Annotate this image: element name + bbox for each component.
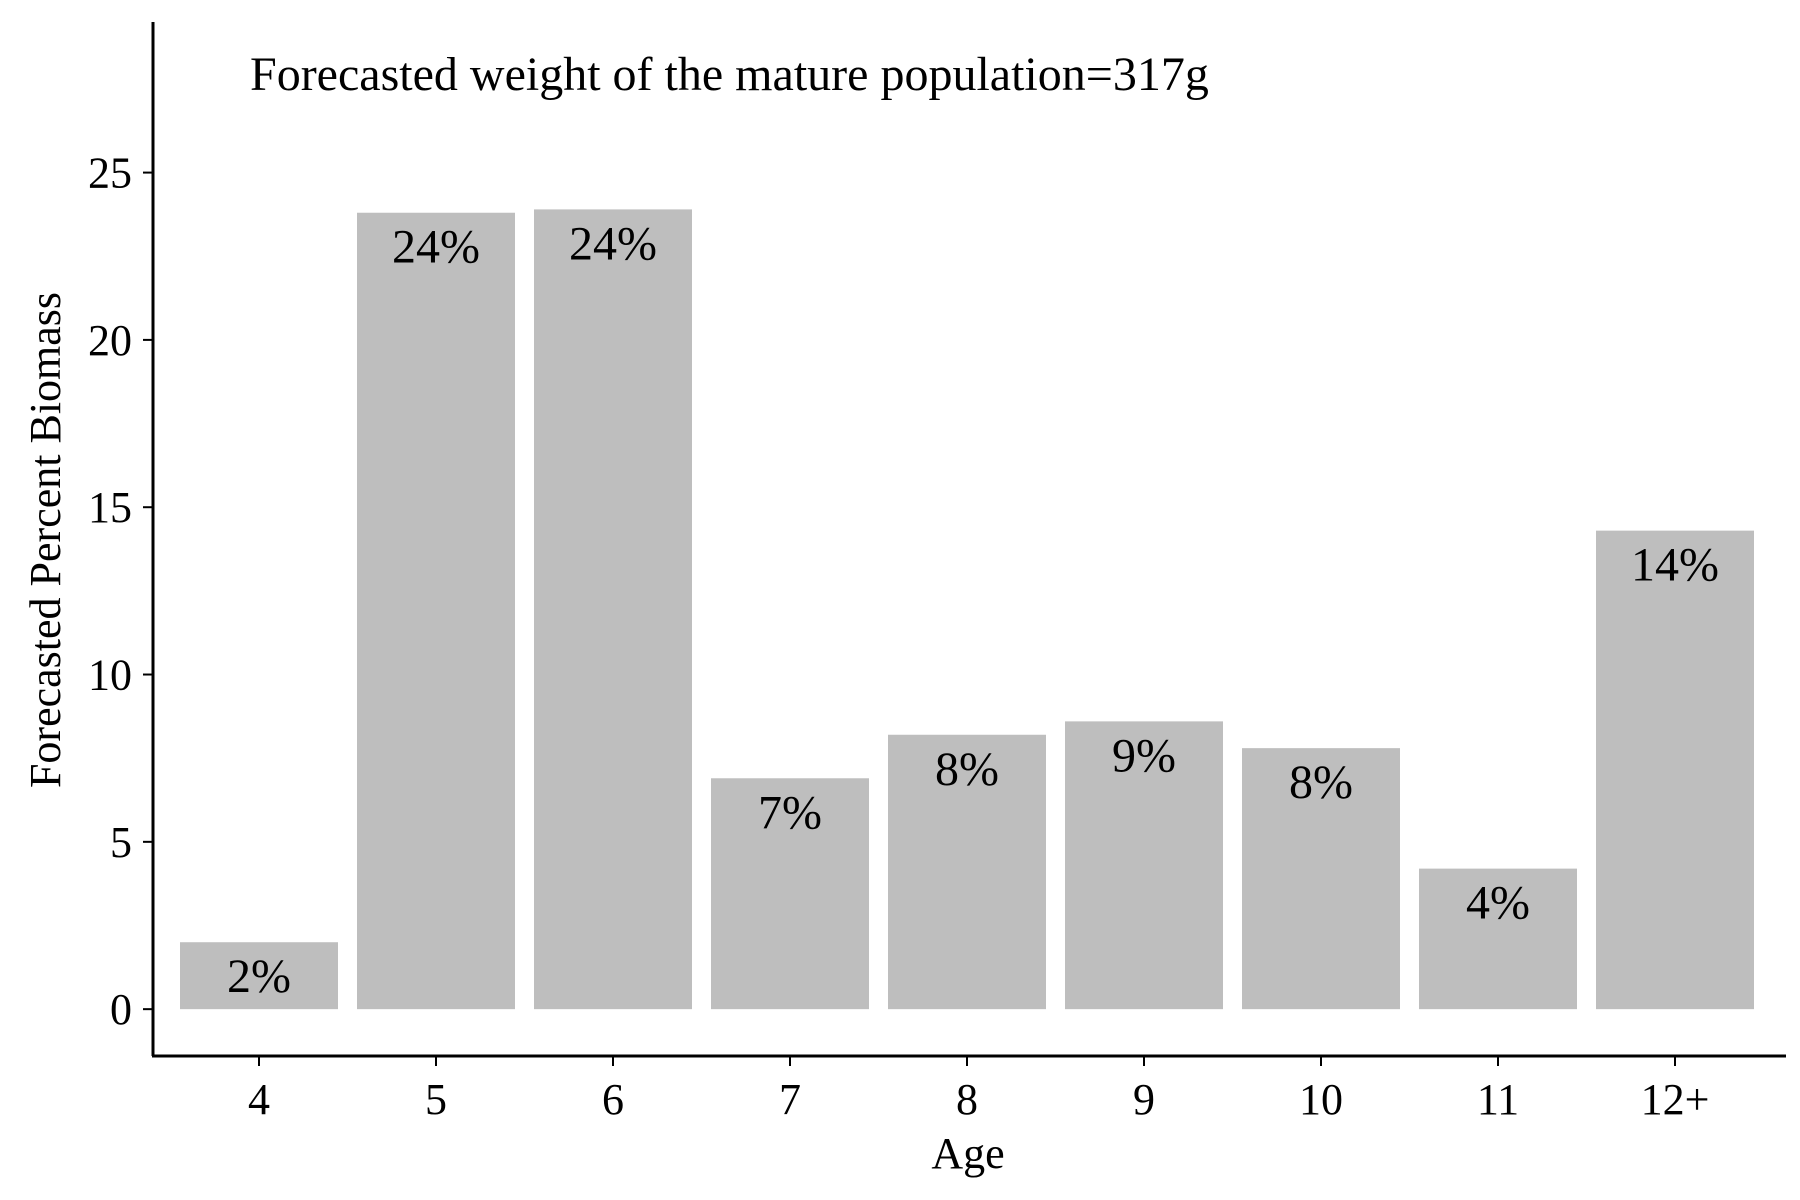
- y-axis-ticks: 0 5 10 15 20 25: [88, 149, 153, 1034]
- x-tick-label: 12+: [1641, 1075, 1710, 1124]
- y-tick-label: 10: [88, 651, 132, 700]
- bar-age-7: [711, 778, 869, 1010]
- x-tick-label: 9: [1133, 1075, 1155, 1124]
- bar-age-10: [1242, 748, 1400, 1010]
- bar-age-12+: [1596, 530, 1754, 1010]
- y-tick-label: 20: [88, 316, 132, 365]
- x-tick-label: 10: [1299, 1075, 1343, 1124]
- y-tick-label: 15: [88, 483, 132, 532]
- y-tick-label: 5: [110, 818, 132, 867]
- bar-data-label: 4%: [1466, 877, 1530, 930]
- bar-data-label: 8%: [935, 743, 999, 796]
- y-tick-label: 25: [88, 149, 132, 198]
- bars-group: [180, 209, 1754, 1010]
- x-axis-ticks: 4 5 6 7 8 9 10 11 12+: [248, 1056, 1709, 1124]
- x-tick-label: 7: [779, 1075, 801, 1124]
- bar-age-9: [1065, 721, 1223, 1010]
- bar-age-4: [180, 942, 338, 1010]
- bar-labels-group: 2% 24% 24% 7% 8% 9% 8% 4% 14%: [227, 217, 1719, 1003]
- x-tick-label: 4: [248, 1075, 270, 1124]
- bar-data-label: 24%: [569, 217, 657, 270]
- x-tick-label: 6: [602, 1075, 624, 1124]
- bar-age-6: [534, 209, 692, 1010]
- bar-data-label: 8%: [1289, 756, 1353, 809]
- bar-data-label: 7%: [758, 786, 822, 839]
- bar-age-5: [357, 212, 515, 1010]
- y-tick-label: 0: [110, 985, 132, 1034]
- x-tick-label: 8: [956, 1075, 978, 1124]
- bar-data-label: 14%: [1631, 539, 1719, 592]
- bar-age-11: [1419, 868, 1577, 1010]
- bar-data-label: 9%: [1112, 729, 1176, 782]
- y-axis-label: Forecasted Percent Biomass: [21, 292, 70, 788]
- x-tick-label: 5: [425, 1075, 447, 1124]
- bar-age-8: [888, 734, 1046, 1010]
- bar-data-label: 24%: [392, 221, 480, 274]
- x-tick-label: 11: [1477, 1075, 1519, 1124]
- x-axis-label: Age: [931, 1129, 1004, 1178]
- chart-annotation: Forecasted weight of the mature populati…: [250, 48, 1209, 101]
- bar-data-label: 2%: [227, 950, 291, 1003]
